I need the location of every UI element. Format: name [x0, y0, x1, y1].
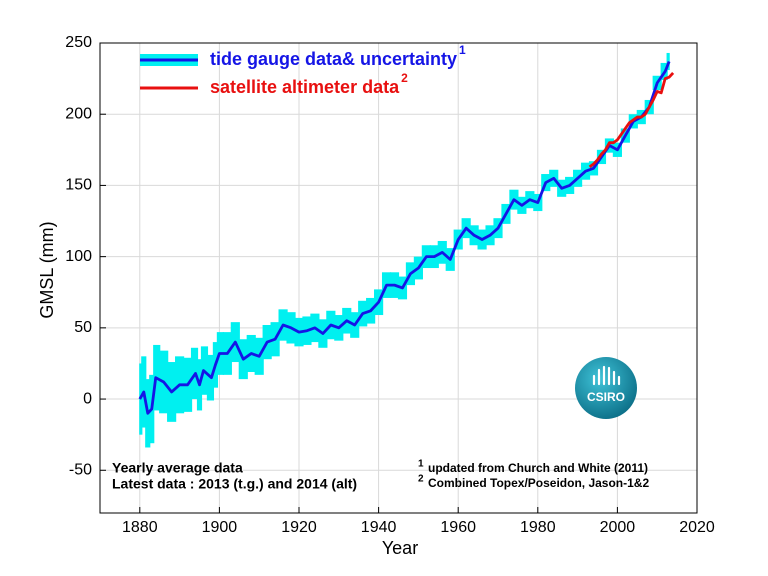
- x-tick-label: 2020: [679, 519, 715, 536]
- legend-label: satellite altimeter data: [210, 77, 400, 97]
- logo: CSIRO: [575, 357, 637, 419]
- x-axis-label: Year: [382, 538, 418, 558]
- annotation: Yearly average data: [112, 460, 243, 476]
- footnote: Combined Topex/Poseidon, Jason-1&2: [428, 476, 649, 490]
- plot-frame: [99, 42, 698, 514]
- x-tick-label: 1880: [122, 519, 158, 536]
- x-tick-label: 1940: [361, 519, 397, 536]
- logo-circle: [575, 357, 637, 419]
- footnote-mark: 2: [418, 474, 424, 485]
- legend-note-ref: 1: [459, 43, 466, 57]
- x-tick-label: 1920: [281, 519, 317, 536]
- y-tick-label: 200: [65, 105, 92, 122]
- legend-label: tide gauge data& uncertainty: [210, 49, 457, 69]
- annotation: Latest data : 2013 (t.g.) and 2014 (alt): [112, 476, 357, 492]
- footnote-mark: 1: [418, 459, 424, 470]
- footnote: updated from Church and White (2011): [428, 461, 648, 475]
- x-tick-label: 1900: [202, 519, 238, 536]
- data-line: [138, 60, 671, 415]
- y-tick-label: 0: [83, 390, 92, 407]
- y-tick-label: 150: [65, 177, 92, 194]
- legend-note-ref: 2: [401, 71, 408, 85]
- x-tick-label: 2000: [600, 519, 636, 536]
- x-tick-label: 1980: [520, 519, 556, 536]
- logo-text: CSIRO: [587, 390, 625, 404]
- y-tick-label: 250: [65, 34, 92, 51]
- logo-bars: [592, 365, 621, 386]
- x-tick-label: 1960: [440, 519, 476, 536]
- y-tick-label: 50: [74, 319, 92, 336]
- y-axis-label: GMSL (mm): [37, 221, 57, 318]
- data-line: [588, 71, 675, 169]
- y-tick-label: -50: [69, 461, 92, 478]
- y-tick-label: 100: [65, 248, 92, 265]
